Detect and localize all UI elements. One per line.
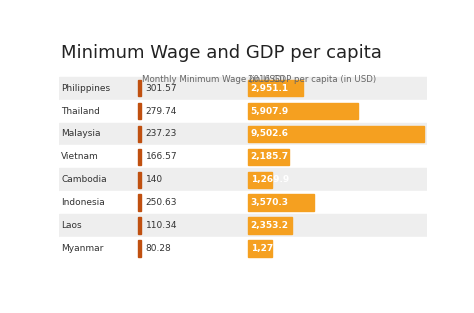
Bar xyxy=(248,80,303,96)
Text: 301.57: 301.57 xyxy=(146,84,177,93)
Text: 166.57: 166.57 xyxy=(146,152,177,162)
Text: 9,502.6: 9,502.6 xyxy=(251,130,289,138)
Bar xyxy=(138,217,141,234)
Text: Laos: Laos xyxy=(61,221,82,230)
Text: 237.23: 237.23 xyxy=(146,130,177,138)
Bar xyxy=(138,80,141,96)
Text: 2016 GDP per capita (in USD): 2016 GDP per capita (in USD) xyxy=(248,75,376,84)
Text: 140: 140 xyxy=(146,175,163,184)
Text: 1,275: 1,275 xyxy=(251,244,279,253)
Bar xyxy=(138,172,141,188)
Text: 2,185.7: 2,185.7 xyxy=(251,152,289,162)
Text: Myanmar: Myanmar xyxy=(61,244,103,253)
Bar xyxy=(138,240,141,257)
Bar xyxy=(59,122,427,146)
Text: Cambodia: Cambodia xyxy=(61,175,107,184)
Text: Monthly Minimum Wage (in USD): Monthly Minimum Wage (in USD) xyxy=(142,75,285,84)
Text: 279.74: 279.74 xyxy=(146,106,177,115)
Text: 1,269.9: 1,269.9 xyxy=(251,175,289,184)
Bar xyxy=(138,194,141,211)
Text: Philippines: Philippines xyxy=(61,84,110,93)
Bar xyxy=(138,149,141,165)
Text: Malaysia: Malaysia xyxy=(61,130,100,138)
Bar xyxy=(248,240,272,257)
Bar xyxy=(59,146,427,168)
Bar xyxy=(248,217,292,234)
Text: 110.34: 110.34 xyxy=(146,221,177,230)
Bar xyxy=(59,237,427,260)
Text: Vietnam: Vietnam xyxy=(61,152,99,162)
Bar xyxy=(248,194,314,211)
Text: 2,951.1: 2,951.1 xyxy=(251,84,289,93)
Text: Thailand: Thailand xyxy=(61,106,100,115)
Text: Minimum Wage and GDP per capita: Minimum Wage and GDP per capita xyxy=(61,44,382,62)
Bar xyxy=(248,126,424,142)
Bar xyxy=(248,149,289,165)
Text: 3,570.3: 3,570.3 xyxy=(251,198,289,207)
Text: 250.63: 250.63 xyxy=(146,198,177,207)
Bar xyxy=(248,172,272,188)
Bar xyxy=(59,77,427,100)
Bar xyxy=(59,191,427,214)
Text: 80.28: 80.28 xyxy=(146,244,171,253)
Text: 5,907.9: 5,907.9 xyxy=(251,106,289,115)
Bar xyxy=(138,103,141,119)
Text: Indonesia: Indonesia xyxy=(61,198,105,207)
Bar xyxy=(248,103,357,119)
Text: 2,353.2: 2,353.2 xyxy=(251,221,289,230)
Bar xyxy=(138,126,141,142)
Bar xyxy=(59,214,427,237)
Bar xyxy=(59,100,427,122)
Bar xyxy=(59,168,427,191)
